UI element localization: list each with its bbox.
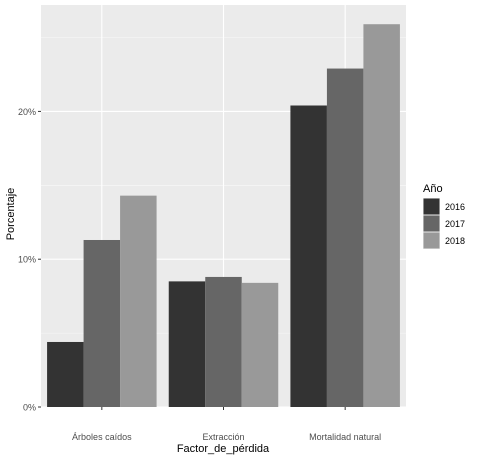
legend-items: 2016 2017 2018 [423,198,465,249]
bar-2016 [168,281,206,407]
y-tick-label: 0% [23,403,36,413]
bar-2017 [83,239,121,407]
legend-label: 2016 [445,202,465,212]
y-axis: 0% 10% 20% [18,107,41,413]
y-axis-title: Porcentaje [5,188,17,241]
legend: Año 2016 2017 2018 [423,183,465,249]
bar-2016 [290,105,327,407]
legend-title: Año [423,183,443,195]
y-tick-label: 20% [18,107,36,117]
bar-2017 [205,276,242,407]
bar-2018 [120,195,157,407]
legend-key-swatch [423,198,440,215]
x-axis-title: Factor_de_pérdida [177,443,270,455]
legend-label: 2018 [445,236,465,246]
x-tick-label: Mortalidad natural [309,432,381,442]
legend-label: 2017 [445,219,465,229]
legend-key-swatch [423,215,440,232]
bar-2018 [241,282,279,407]
x-tick-label: Árboles caídos [72,432,132,442]
y-tick-label: 10% [18,255,36,265]
bar-2017 [326,68,364,408]
bar-2018 [363,24,400,408]
x-axis: Árboles caídos Extracción Mortalidad natur… [72,407,381,442]
bars [47,24,400,408]
x-tick-label: Extracción [202,432,244,442]
legend-key-swatch [423,232,440,249]
bar-2016 [47,341,84,407]
